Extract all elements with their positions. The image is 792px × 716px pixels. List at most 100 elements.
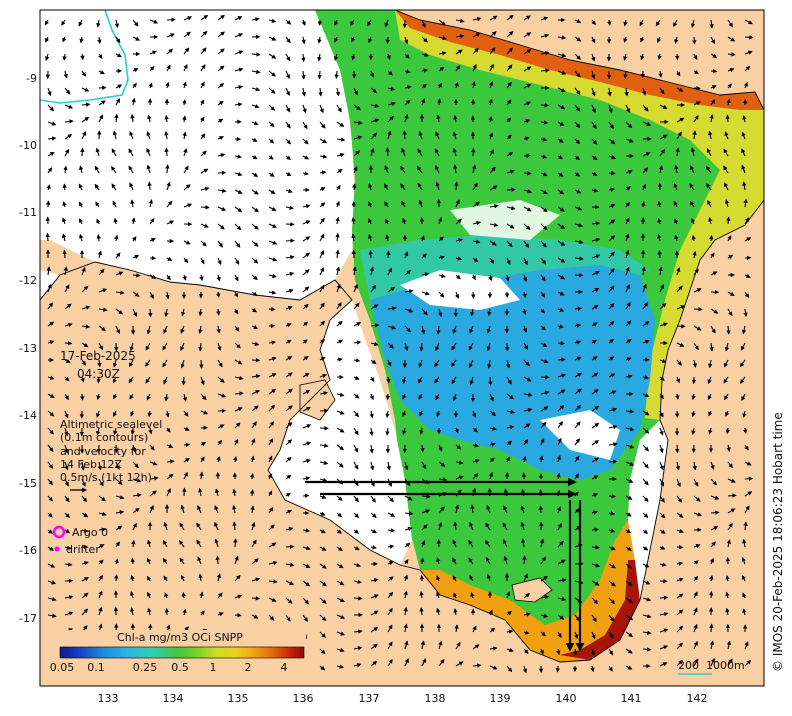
velocity-arrow <box>317 36 322 44</box>
velocity-arrow <box>438 308 443 318</box>
velocity-arrow <box>625 374 633 379</box>
velocity-arrow <box>200 116 205 123</box>
velocity-arrow <box>574 306 583 311</box>
velocity-arrow <box>488 98 493 106</box>
velocity-arrow <box>217 257 222 266</box>
velocity-arrow <box>285 372 293 378</box>
velocity-arrow <box>726 98 731 106</box>
velocity-arrow <box>353 375 360 380</box>
velocity-arrow <box>183 442 191 448</box>
velocity-arrow <box>574 239 584 245</box>
velocity-arrow <box>79 233 84 242</box>
velocity-arrow <box>540 137 548 142</box>
velocity-arrow <box>557 274 566 280</box>
velocity-arrow <box>540 172 548 177</box>
velocity-arrow <box>285 155 291 160</box>
velocity-arrow <box>319 284 325 293</box>
velocity-arrow <box>659 148 666 157</box>
velocity-arrow <box>625 201 630 208</box>
velocity-arrow <box>81 324 91 329</box>
velocity-arrow <box>164 114 169 123</box>
velocity-arrow <box>353 322 362 327</box>
velocity-arrow <box>607 19 612 26</box>
velocity-arrow <box>657 36 662 43</box>
velocity-arrow <box>251 69 261 74</box>
velocity-arrow <box>488 376 493 386</box>
velocity-arrow <box>623 19 628 27</box>
velocity-arrow <box>285 53 291 62</box>
velocity-arrow <box>690 19 696 29</box>
velocity-arrow <box>451 376 457 385</box>
velocity-arrow <box>114 113 119 123</box>
velocity-arrow <box>130 557 135 565</box>
velocity-arrow <box>166 33 175 38</box>
velocity-arrow <box>706 183 712 191</box>
velocity-arrow <box>438 291 445 298</box>
velocity-arrow <box>506 47 513 55</box>
velocity-arrow <box>557 189 565 195</box>
velocity-arrow <box>199 359 204 369</box>
velocity-arrow <box>62 217 67 225</box>
velocity-arrow <box>523 257 528 266</box>
velocity-arrow <box>336 283 341 293</box>
velocity-arrow <box>739 359 746 368</box>
velocity-arrow <box>421 19 426 28</box>
velocity-arrow <box>46 200 51 208</box>
velocity-arrow <box>182 81 187 89</box>
velocity-arrow <box>489 257 495 265</box>
velocity-arrow <box>726 325 731 335</box>
velocity-arrow <box>591 287 600 293</box>
velocity-arrow <box>79 36 84 44</box>
velocity-arrow <box>387 70 393 76</box>
velocity-arrow <box>436 114 441 123</box>
velocity-arrow <box>574 87 581 95</box>
velocity-arrow <box>387 286 396 293</box>
velocity-arrow <box>523 171 532 176</box>
velocity-arrow <box>710 325 716 334</box>
velocity-arrow <box>557 70 567 75</box>
velocity-arrow <box>98 114 104 123</box>
velocity-arrow <box>353 302 360 310</box>
cape-york <box>700 200 764 262</box>
velocity-arrow <box>506 257 511 265</box>
velocity-arrow <box>385 218 390 225</box>
sea-west <box>40 10 355 300</box>
velocity-arrow <box>317 70 322 80</box>
velocity-arrow <box>47 167 53 174</box>
velocity-arrow <box>452 147 457 157</box>
y-tick: -15 <box>19 477 37 490</box>
velocity-arrow <box>625 320 632 327</box>
velocity-arrow <box>217 359 223 368</box>
velocity-arrow <box>401 200 406 208</box>
velocity-arrow <box>149 50 157 55</box>
velocity-arrow <box>387 101 396 107</box>
velocity-arrow <box>625 284 630 293</box>
velocity-arrow <box>472 32 481 38</box>
velocity-arrow <box>674 218 679 225</box>
velocity-arrow <box>234 325 240 332</box>
velocity-arrow <box>709 19 714 29</box>
velocity-arrow <box>115 53 122 58</box>
velocity-arrow <box>268 257 278 262</box>
velocity-arrow <box>489 222 499 228</box>
velocity-arrow <box>129 130 134 140</box>
velocity-arrow <box>95 201 100 208</box>
velocity-arrow <box>387 115 395 123</box>
velocity-arrow <box>183 184 191 191</box>
velocity-arrow <box>285 87 290 96</box>
velocity-arrow <box>506 99 512 106</box>
gulf-chl-yellow <box>395 10 764 420</box>
velocity-arrow <box>691 234 696 242</box>
velocity-arrow <box>183 165 189 174</box>
velocity-arrow <box>302 252 310 259</box>
velocity-arrow <box>404 325 411 333</box>
velocity-arrow <box>370 147 375 157</box>
velocity-arrow <box>370 304 379 310</box>
velocity-arrow <box>693 69 699 75</box>
velocity-arrow <box>112 130 118 140</box>
velocity-arrow <box>453 164 458 174</box>
velocity-arrow <box>659 284 665 293</box>
velocity-arrow <box>676 342 685 347</box>
colorbar-tick: 1 <box>210 661 217 674</box>
velocity-arrow <box>302 220 311 225</box>
